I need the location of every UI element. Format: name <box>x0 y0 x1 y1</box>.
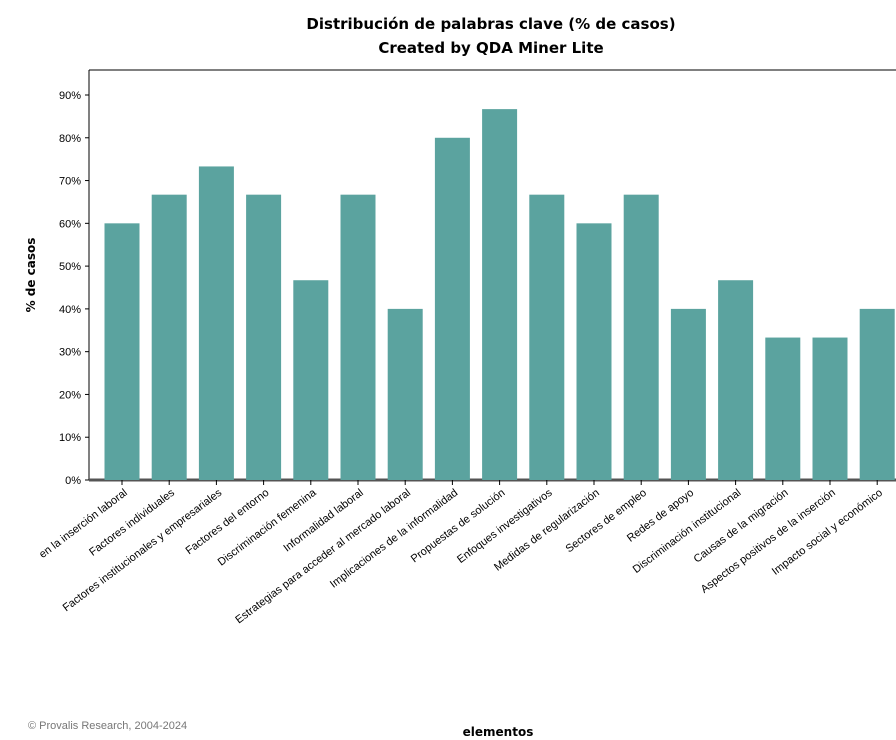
bar <box>529 194 565 480</box>
bar <box>246 194 282 480</box>
copyright-text: © Provalis Research, 2004-2024 <box>28 720 187 732</box>
y-tick-label: 0% <box>65 475 81 487</box>
x-tick-label: Factores del entorno <box>184 487 272 557</box>
bar <box>482 109 518 480</box>
y-tick-label: 60% <box>59 218 81 230</box>
bar <box>198 166 234 480</box>
bar <box>859 308 895 480</box>
y-tick-label: 70% <box>59 176 81 188</box>
bar <box>151 194 187 480</box>
chart-title: Distribución de palabras clave (% de cas… <box>306 15 675 33</box>
bar <box>434 137 470 480</box>
bar <box>765 337 801 480</box>
plot-area: 0% 10% 20% 30% 40% 50% 60% 70% 80% 90% en la inser… <box>37 69 896 626</box>
bar <box>340 194 376 480</box>
y-tick-label: 80% <box>59 133 81 145</box>
y-tick-label: 40% <box>59 304 81 316</box>
y-axis-label: % de casos <box>24 238 38 313</box>
bar <box>812 337 848 480</box>
bar <box>670 308 706 480</box>
y-tick-label: 90% <box>59 90 81 102</box>
x-tick-label: en la inserción laboral <box>37 487 130 561</box>
y-tick-label: 10% <box>59 432 81 444</box>
x-tick-label: Estrategias para acceder al mercado labo… <box>233 487 413 626</box>
bar <box>387 308 423 480</box>
x-tick-label: Sectores de empleo <box>564 487 649 555</box>
y-tick-label: 30% <box>59 347 81 359</box>
bar <box>718 280 754 480</box>
bar <box>623 194 659 480</box>
y-tick-label: 20% <box>59 389 81 401</box>
bar <box>576 223 612 481</box>
bar <box>104 223 140 481</box>
x-tick-label: Factores individuales <box>87 487 177 559</box>
x-tick-label: Informalidad laboral <box>281 487 365 555</box>
chart-subtitle: Created by QDA Miner Lite <box>378 39 603 57</box>
x-axis-label: elementos <box>463 725 534 739</box>
bar <box>293 280 329 480</box>
x-tick-label: Factores institucionales y empresariales <box>61 487 225 615</box>
y-tick-label: 50% <box>59 261 81 273</box>
